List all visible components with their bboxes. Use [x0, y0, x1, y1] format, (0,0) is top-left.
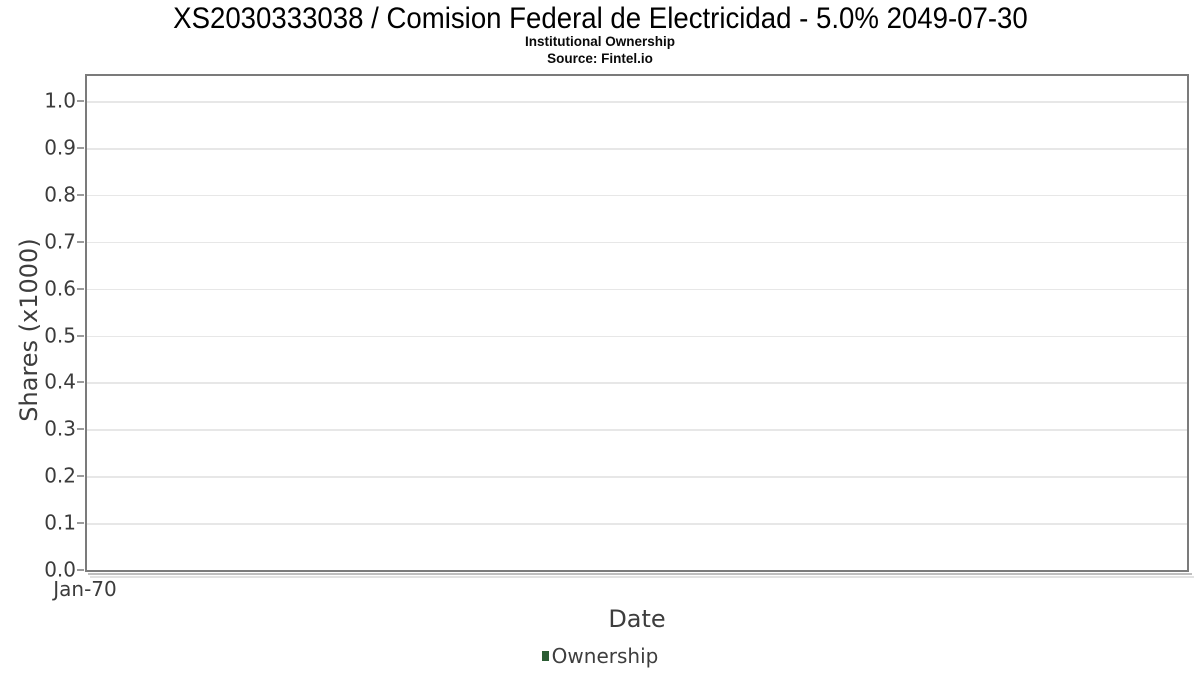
y-tick-mark: [77, 100, 84, 103]
gridline: [87, 288, 1187, 291]
y-tick-label: 0.2: [44, 463, 76, 488]
chart-subtitle: Institutional Ownership: [524, 34, 675, 49]
y-tick-mark: [77, 147, 84, 150]
y-tick-label: 0.8: [44, 182, 76, 207]
y-tick-label: 0.1: [44, 510, 76, 535]
chart-title-row: XS2030333038 / Comision Federal de Elect…: [0, 2, 1200, 36]
gridline: [87, 523, 1187, 525]
plot-area: [85, 74, 1189, 572]
legend-label: Ownership: [551, 644, 659, 668]
plot-shadow-light: [90, 576, 1194, 578]
gridline: [87, 148, 1187, 150]
y-tick-mark: [77, 381, 84, 384]
y-tick-mark: [77, 475, 84, 478]
y-tick-label: 0.9: [44, 135, 76, 160]
gridline: [87, 476, 1187, 478]
chart-title: XS2030333038 / Comision Federal de Elect…: [172, 2, 1028, 35]
plot-shadow: [88, 573, 1192, 575]
y-tick-label: 0.5: [44, 323, 76, 348]
gridline: [87, 101, 1187, 103]
chart-source: Source: Fintel.io: [547, 51, 653, 66]
y-tick-label: 0.4: [44, 369, 76, 394]
y-tick-mark: [77, 334, 84, 337]
y-tick-label: 1.0: [44, 88, 76, 113]
y-tick-label: 0.6: [44, 276, 76, 301]
legend-swatch-icon: [541, 651, 549, 661]
y-tick-mark: [77, 569, 84, 571]
gridline: [87, 382, 1187, 384]
gridline: [87, 241, 1187, 244]
gridline: [87, 335, 1187, 338]
y-tick-label: 0.3: [44, 416, 76, 441]
y-tick-mark: [77, 522, 84, 525]
gridline: [87, 194, 1187, 197]
gridline: [87, 429, 1187, 431]
x-tick-label: Jan-70: [53, 577, 117, 601]
y-tick-label: 0.7: [44, 229, 76, 254]
legend: Ownership: [0, 644, 1200, 668]
y-tick-mark: [77, 287, 84, 290]
y-tick-mark: [77, 240, 84, 243]
y-tick-mark: [77, 193, 84, 196]
legend-item: Ownership: [541, 644, 659, 668]
y-tick-mark: [77, 428, 84, 431]
x-axis-label: Date: [608, 605, 666, 633]
y-tick-label: 0.0: [44, 557, 76, 582]
